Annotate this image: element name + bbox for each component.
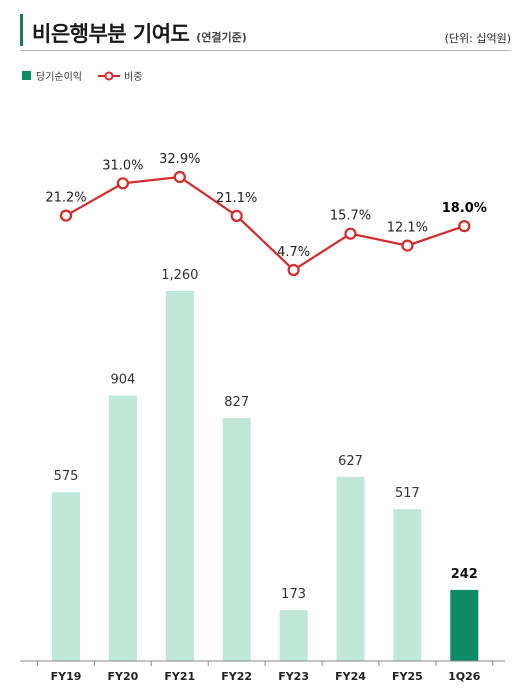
share-point-fy20 bbox=[116, 177, 130, 190]
share-value-label: 21.1% bbox=[216, 191, 257, 206]
bar-fy23 bbox=[279, 610, 308, 661]
share-value-label: 21.2% bbox=[45, 191, 86, 206]
share-value-label: 31.0% bbox=[102, 158, 143, 173]
share-line bbox=[65, 175, 465, 272]
bar-series: 575 904 1,260 827 173 627 517 242 bbox=[52, 268, 479, 661]
bar-value-label: 1,260 bbox=[161, 268, 198, 283]
share-point-fy23 bbox=[287, 263, 300, 277]
bar-value-label: 517 bbox=[395, 486, 420, 501]
share-value-label: 15.7% bbox=[330, 209, 371, 224]
title-subtitle: (연결기준) bbox=[196, 31, 247, 44]
legend-line-swatch bbox=[98, 71, 120, 80]
x-tick-label: FY24 bbox=[335, 670, 366, 683]
title-accent-bar bbox=[20, 14, 28, 46]
share-point-fy22 bbox=[230, 209, 243, 222]
x-tick-label: FY19 bbox=[51, 670, 82, 683]
legend-bar-label: 당기순이익 bbox=[36, 72, 82, 83]
x-tick-label: FY23 bbox=[278, 670, 309, 683]
page-title: 비은행부분 기여도 (연결기준) bbox=[32, 18, 247, 48]
bar-fy20 bbox=[108, 395, 137, 661]
legend-bar-swatch bbox=[22, 71, 31, 80]
bar-fy25 bbox=[393, 509, 422, 661]
share-point-fy24 bbox=[344, 227, 357, 240]
bar-value-label: 627 bbox=[338, 454, 363, 469]
bar-value-label: 173 bbox=[281, 587, 306, 602]
unit-label: (단위: 십억원) bbox=[444, 32, 511, 45]
line-series: 21.2% 31.0% 32.9% 21.1% 4.7% 15.7% 12.1% 18.0% bbox=[45, 152, 487, 277]
share-value-label: 12.1% bbox=[387, 221, 428, 236]
bar-value-label: 827 bbox=[224, 395, 249, 410]
header-divider bbox=[20, 50, 511, 51]
bar-fy21 bbox=[165, 291, 194, 661]
share-point-fy19 bbox=[59, 209, 73, 222]
bar-fy24 bbox=[336, 476, 365, 661]
x-tick-label: FY25 bbox=[392, 670, 423, 683]
x-tick-label: 1Q26 bbox=[448, 670, 481, 683]
legend-line-label: 비중 bbox=[124, 72, 143, 83]
share-value-label: 18.0% bbox=[442, 201, 487, 216]
bar-fy22 bbox=[222, 418, 251, 661]
x-tick-label: FY20 bbox=[108, 670, 139, 683]
x-tick-label: FY21 bbox=[164, 670, 195, 683]
bar-value-label: 242 bbox=[451, 567, 478, 582]
title-main: 비은행부분 기여도 bbox=[32, 22, 190, 46]
share-value-label: 4.7% bbox=[277, 245, 310, 260]
bar-value-label: 904 bbox=[110, 373, 135, 388]
share-point-1q26 bbox=[458, 220, 471, 233]
bar-fy19 bbox=[52, 492, 80, 661]
share-point-fy21 bbox=[173, 170, 186, 184]
share-point-fy25 bbox=[401, 239, 414, 252]
x-axis: FY19 FY20 FY21 FY22 FY23 FY24 FY25 1Q26 bbox=[20, 660, 505, 683]
share-value-label: 32.9% bbox=[159, 152, 200, 167]
chart-legend: 당기순이익 비중 bbox=[22, 68, 142, 83]
bar-1q26 bbox=[450, 589, 479, 661]
bar-value-label: 575 bbox=[54, 469, 79, 484]
x-tick-label: FY22 bbox=[221, 670, 252, 683]
